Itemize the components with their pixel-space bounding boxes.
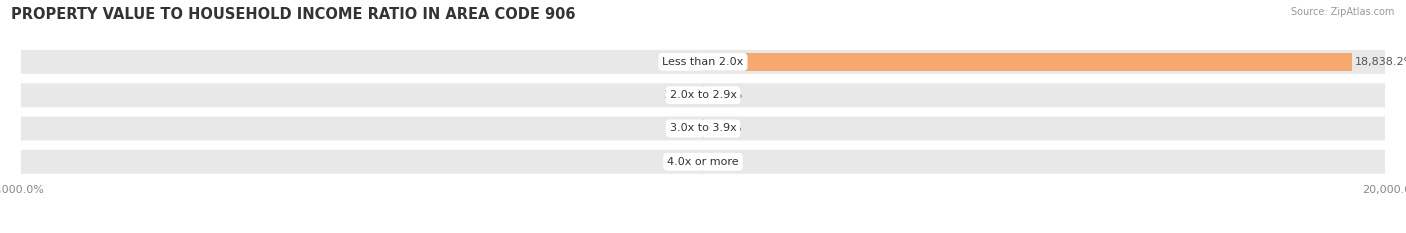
FancyBboxPatch shape <box>21 83 1385 107</box>
FancyBboxPatch shape <box>21 150 1385 174</box>
Text: 51.5%: 51.5% <box>707 90 742 100</box>
Text: Source: ZipAtlas.com: Source: ZipAtlas.com <box>1291 7 1395 17</box>
Bar <box>703 86 704 104</box>
Text: 22.2%: 22.2% <box>707 123 742 134</box>
Text: 18,838.2%: 18,838.2% <box>1354 57 1406 67</box>
Text: 25.3%: 25.3% <box>664 157 699 167</box>
Text: 2.0x to 2.9x: 2.0x to 2.9x <box>669 90 737 100</box>
Text: 44.2%: 44.2% <box>664 57 699 67</box>
Text: PROPERTY VALUE TO HOUSEHOLD INCOME RATIO IN AREA CODE 906: PROPERTY VALUE TO HOUSEHOLD INCOME RATIO… <box>11 7 575 22</box>
Text: 9.4%: 9.4% <box>706 157 734 167</box>
Text: 3.0x to 3.9x: 3.0x to 3.9x <box>669 123 737 134</box>
FancyBboxPatch shape <box>21 50 1385 74</box>
Text: 11.3%: 11.3% <box>665 123 700 134</box>
FancyBboxPatch shape <box>21 116 1385 140</box>
Bar <box>702 53 703 71</box>
Bar <box>703 53 1353 71</box>
Text: Less than 2.0x: Less than 2.0x <box>662 57 744 67</box>
Text: 18.2%: 18.2% <box>664 90 700 100</box>
Text: 4.0x or more: 4.0x or more <box>668 157 738 167</box>
